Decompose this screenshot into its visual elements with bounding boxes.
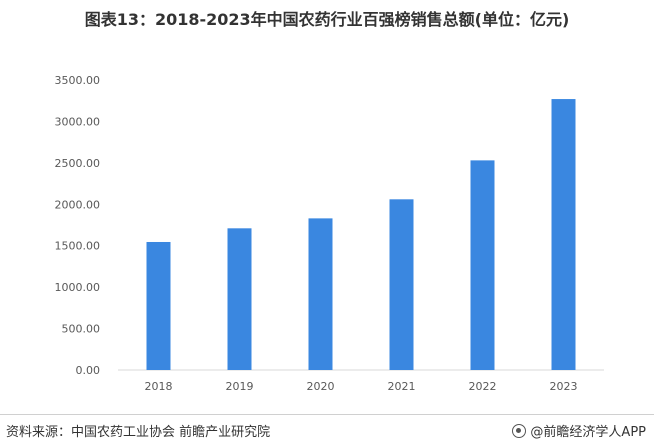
- x-tick-label: 2020: [307, 380, 335, 393]
- x-axis-ticks: 2018 2019 2020 2021 2022 2023: [145, 380, 578, 393]
- y-tick-label: 1500.00: [55, 240, 101, 253]
- bar-2020: [308, 218, 333, 370]
- bar-2022: [470, 160, 495, 370]
- bar-2023: [551, 99, 576, 371]
- bar-2019: [227, 228, 252, 370]
- x-tick-label: 2022: [469, 380, 497, 393]
- y-tick-label: 3500.00: [55, 74, 101, 87]
- footer: 资料来源：中国农药工业协会 前瞻产业研究院 @前瞻经济学人APP: [0, 414, 654, 445]
- source-note: 资料来源：中国农药工业协会 前瞻产业研究院: [6, 425, 271, 440]
- y-tick-label: 3000.00: [55, 115, 101, 128]
- bars: [146, 99, 576, 371]
- y-axis-ticks: 0.00 500.00 1000.00 1500.00 2000.00 2500.00 30…: [55, 74, 101, 377]
- bar-2018: [146, 241, 171, 370]
- chart-title: 图表13：2018-2023年中国农药行业百强榜销售总额(单位：亿元): [84, 10, 570, 29]
- bar-chart: 0.00 500.00 1000.00 1500.00 2000.00 2500.00 30…: [55, 74, 604, 393]
- brand-logo-icon: [512, 423, 527, 438]
- y-tick-label: 0.00: [76, 364, 101, 377]
- bar-2021: [389, 199, 414, 370]
- y-tick-label: 2000.00: [55, 198, 101, 211]
- x-tick-label: 2021: [388, 380, 416, 393]
- y-tick-label: 1000.00: [55, 281, 101, 294]
- brand-credit: @前瞻经济学人APP: [512, 421, 646, 440]
- x-tick-label: 2019: [226, 380, 254, 393]
- x-tick-label: 2023: [550, 380, 578, 393]
- y-tick-label: 500.00: [62, 323, 101, 336]
- brand-label: @前瞻经济学人APP: [530, 425, 646, 440]
- x-tick-label: 2018: [145, 380, 173, 393]
- y-tick-label: 2500.00: [55, 157, 101, 170]
